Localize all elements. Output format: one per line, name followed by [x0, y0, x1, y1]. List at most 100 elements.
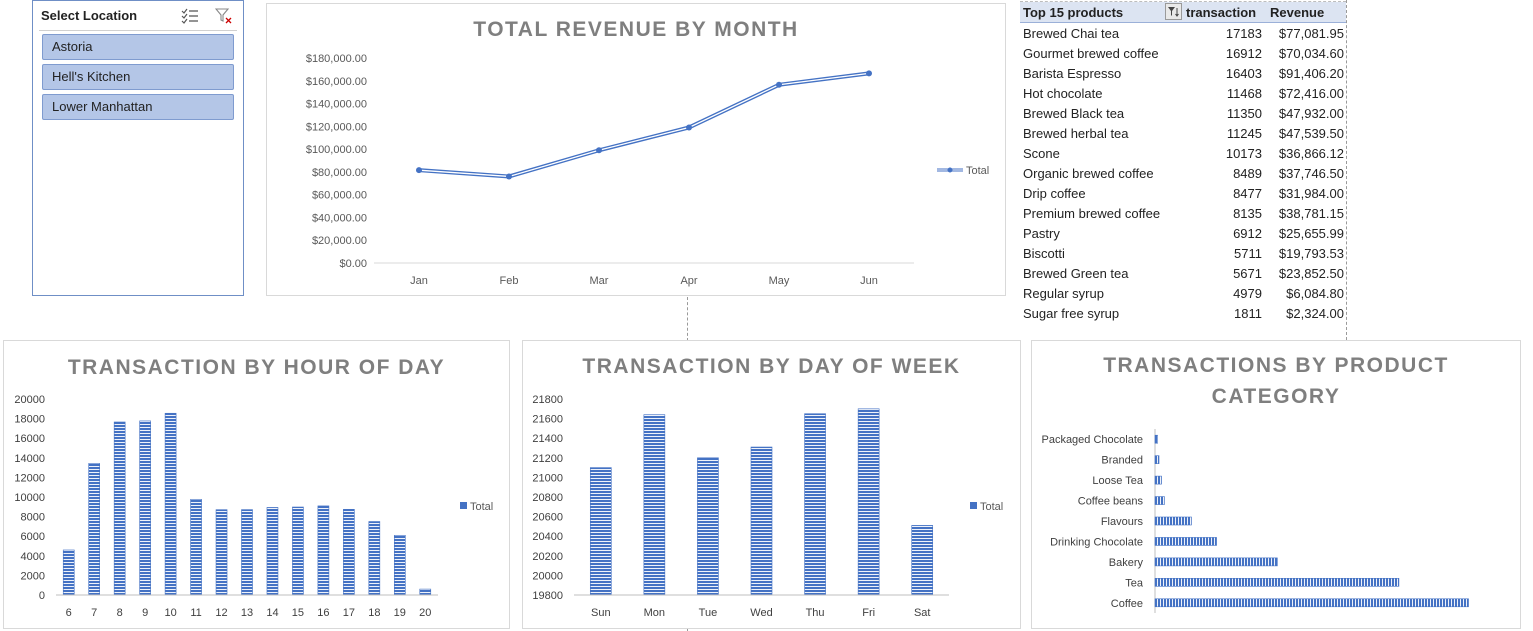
category-chart-title-line1: TRANSACTIONS BY PRODUCT	[1103, 354, 1449, 377]
x-tick-label: 11	[190, 607, 201, 619]
cell-transaction: 11350	[1226, 106, 1262, 121]
slicer-item-lower-manhattan[interactable]: Lower Manhattan	[42, 94, 234, 120]
category-chart-panel: TRANSACTIONS BY PRODUCT CATEGORY Coffee T…	[1031, 340, 1521, 629]
bar-day-Wed	[750, 446, 773, 596]
bar-category	[1154, 557, 1278, 567]
cell-transaction: 16403	[1225, 66, 1262, 81]
day-chart-title: TRANSACTION BY DAY OF WEEK	[582, 355, 961, 378]
filter-dropdown-icon[interactable]	[1165, 3, 1182, 20]
clear-filter-icon[interactable]	[215, 7, 233, 25]
cell-product: Scone	[1023, 146, 1060, 161]
slicer-item-hells-kitchen[interactable]: Hell's Kitchen	[42, 64, 234, 90]
x-tick-label: 10	[164, 607, 176, 619]
table-row: Barista Espresso 16403 $91,406.20	[1020, 63, 1346, 83]
bar-hour-8	[113, 421, 126, 596]
category-label: Coffee	[1111, 598, 1143, 610]
page-break-line	[687, 297, 688, 341]
cell-transaction: 11468	[1226, 86, 1262, 101]
cell-revenue: $38,781.15	[1278, 206, 1344, 221]
bar-hour-20	[419, 588, 432, 596]
cell-revenue: $47,539.50	[1278, 126, 1344, 141]
y-tick-label: 8000	[21, 512, 45, 524]
bar-category	[1154, 516, 1192, 526]
legend-label: Total	[470, 501, 493, 513]
y-tick-label: 10000	[14, 492, 45, 504]
y-tick-label: $120,000.00	[306, 121, 367, 133]
cell-product: Barista Espresso	[1023, 66, 1122, 81]
slicer-title: Select Location	[41, 8, 138, 23]
category-label: Drinking Chocolate	[1050, 536, 1143, 548]
category-label: Tea	[1125, 577, 1144, 589]
cell-transaction: 6912	[1233, 226, 1262, 241]
y-tick-label: 21400	[532, 433, 563, 445]
y-tick-label: 18000	[14, 414, 45, 426]
y-tick-label: $40,000.00	[312, 212, 367, 224]
revenue-chart-panel: TOTAL REVENUE BY MONTH $0.00 $20,000.00 $4…	[266, 3, 1006, 296]
y-tick-label: 21000	[532, 472, 563, 484]
table-row: Brewed herbal tea 11245 $47,539.50	[1020, 123, 1346, 143]
cell-revenue: $77,081.95	[1278, 26, 1344, 41]
bar-hour-6	[62, 549, 75, 596]
cell-product: Gourmet brewed coffee	[1023, 46, 1159, 61]
cell-revenue: $36,866.12	[1278, 146, 1344, 161]
x-tick-label: Mar	[590, 275, 609, 287]
cell-transaction: 5671	[1233, 266, 1262, 281]
cell-transaction: 8489	[1233, 166, 1262, 181]
cell-revenue: $47,932.00	[1278, 106, 1344, 121]
y-tick-label: 20000	[532, 570, 563, 582]
legend-label: Total	[980, 501, 1003, 513]
cell-transaction: 8135	[1233, 206, 1262, 221]
bar-hour-15	[292, 506, 304, 596]
bar-category	[1154, 475, 1162, 485]
x-tick-label: Feb	[500, 275, 519, 287]
x-tick-label: Sat	[914, 607, 931, 619]
table-row: Brewed Green tea 5671 $23,852.50	[1020, 263, 1346, 283]
y-tick-label: 20800	[532, 492, 563, 504]
data-point	[596, 147, 602, 154]
hour-bar-chart: 0 2000 4000 6000 8000 10000 12000 14000 16000 180…	[14, 394, 493, 619]
bar-category	[1154, 578, 1400, 587]
y-tick-label: $80,000.00	[312, 167, 367, 179]
y-tick-label: 21600	[532, 414, 563, 426]
table-row: Brewed Black tea 11350 $47,932.00	[1020, 103, 1346, 123]
y-tick-label: $180,000.00	[306, 53, 367, 65]
legend-swatch	[460, 502, 467, 509]
table-header: Top 15 products transaction Revenue	[1020, 2, 1346, 23]
cell-product: Pastry	[1023, 226, 1060, 241]
hour-chart-title: TRANSACTION BY HOUR OF DAY	[67, 356, 446, 379]
cell-revenue: $91,406.20	[1278, 66, 1344, 81]
slicer-item-astoria[interactable]: Astoria	[42, 34, 234, 60]
multi-select-icon[interactable]	[181, 7, 199, 25]
y-tick-label: 0	[39, 590, 45, 602]
bar-hour-18	[368, 521, 381, 596]
x-tick-label: 16	[317, 607, 329, 619]
cell-product: Regular syrup	[1023, 286, 1104, 301]
category-label: Loose Tea	[1092, 475, 1143, 487]
bar-category	[1154, 598, 1469, 608]
cell-revenue: $2,324.00	[1286, 306, 1344, 321]
x-tick-label: 6	[66, 607, 72, 619]
cell-product: Hot chocolate	[1023, 86, 1103, 101]
y-tick-label: 20000	[14, 394, 45, 406]
bar-category	[1154, 455, 1160, 464]
table-row: Gourmet brewed coffee 16912 $70,034.60	[1020, 43, 1346, 63]
cell-transaction: 10173	[1225, 146, 1262, 161]
x-tick-label: Jun	[860, 275, 878, 287]
x-tick-label: 7	[91, 607, 97, 619]
bar-hour-10	[164, 412, 177, 596]
x-tick-label: Wed	[750, 607, 772, 619]
y-tick-label: 20400	[532, 531, 563, 543]
category-label: Branded	[1101, 455, 1143, 467]
category-label: Flavours	[1101, 516, 1144, 528]
x-tick-label: Jan	[410, 275, 428, 287]
legend-swatch	[970, 502, 977, 509]
slicer-divider	[39, 30, 237, 31]
cell-transaction: 4979	[1233, 286, 1262, 301]
y-tick-label: $60,000.00	[312, 190, 367, 202]
bar-day-Thu	[804, 413, 826, 596]
y-tick-label: 20600	[532, 512, 563, 524]
y-tick-label: $140,000.00	[306, 99, 367, 111]
x-tick-label: 19	[394, 607, 406, 619]
legend-marker	[947, 167, 953, 173]
category-label: Coffee beans	[1078, 496, 1144, 508]
